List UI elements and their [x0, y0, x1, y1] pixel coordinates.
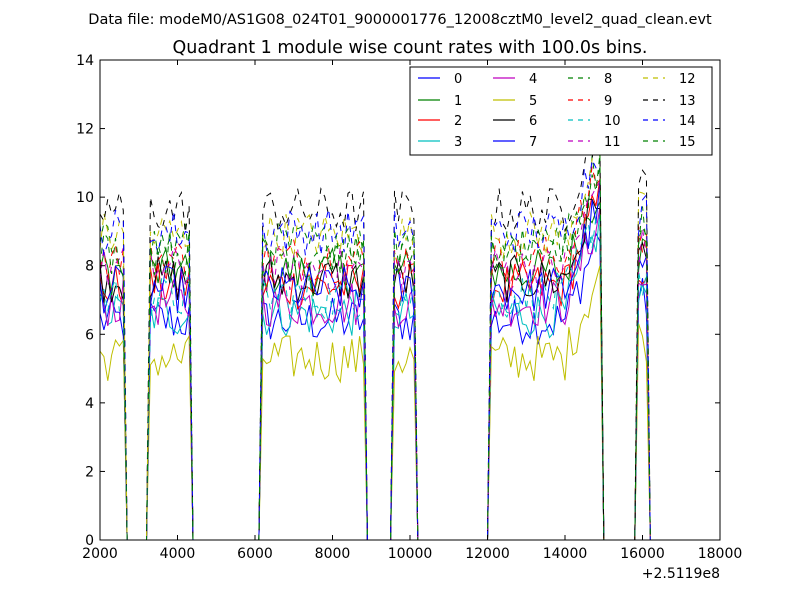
legend-label-10: 10: [604, 114, 621, 129]
series-line-14: [100, 158, 651, 540]
legend-label-15: 15: [679, 135, 696, 150]
y-tick-label: 4: [85, 396, 94, 412]
y-tick-label: 12: [76, 122, 94, 138]
x-tick-label: 8000: [315, 546, 351, 562]
x-tick-label: 6000: [237, 546, 273, 562]
x-tick-label: 4000: [160, 546, 196, 562]
x-tick-label: 10000: [388, 546, 433, 562]
legend-label-4: 4: [529, 72, 537, 87]
legend-label-8: 8: [604, 72, 612, 87]
x-offset-label: +2.5119e8: [642, 566, 720, 582]
y-tick-label: 2: [85, 464, 94, 480]
legend-label-2: 2: [454, 114, 462, 129]
x-tick-label: 14000: [543, 546, 588, 562]
x-tick-label: 2000: [82, 546, 118, 562]
series-line-9: [100, 166, 651, 540]
series-line-11: [100, 180, 651, 540]
chart-title: Quadrant 1 module wise count rates with …: [173, 38, 648, 58]
legend-label-11: 11: [604, 135, 621, 150]
data-file-title: Data file: modeM0/AS1G08_024T01_90000017…: [88, 12, 712, 28]
y-tick-label: 10: [76, 190, 94, 206]
legend-label-0: 0: [454, 72, 462, 87]
legend-label-12: 12: [679, 72, 696, 87]
axes-frame: [99, 59, 721, 541]
legend-frame: [409, 66, 713, 156]
x-tick-label: 12000: [465, 546, 510, 562]
y-tick-label: 0: [85, 533, 94, 549]
legend-label-13: 13: [679, 94, 696, 109]
ticks-layer: 2000 4000 6000 8000 10000 12000 14000 16000 1800…: [76, 53, 742, 562]
legend-label-5: 5: [529, 94, 537, 109]
legend-label-9: 9: [604, 94, 612, 109]
legend-label-7: 7: [529, 135, 537, 150]
legend-label-3: 3: [454, 135, 462, 150]
legend-label-6: 6: [529, 114, 537, 129]
y-tick-label: 8: [85, 259, 94, 275]
x-tick-label: 18000: [698, 546, 743, 562]
y-tick-label: 6: [85, 327, 94, 343]
legend-label-1: 1: [454, 94, 462, 109]
legend-label-14: 14: [679, 114, 696, 129]
y-tick-label: 14: [76, 53, 94, 69]
x-tick-label: 16000: [620, 546, 665, 562]
series-layer: [100, 123, 651, 540]
